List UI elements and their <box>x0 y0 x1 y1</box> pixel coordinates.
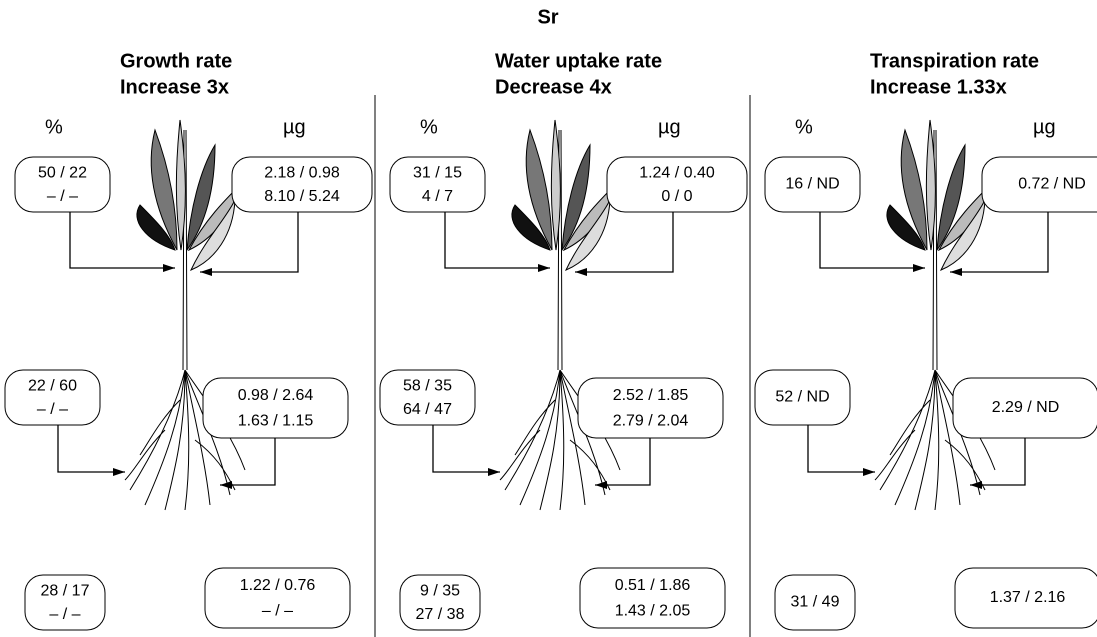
arrow <box>220 438 276 489</box>
percent-label: % <box>795 116 813 138</box>
box-text: 64 / 47 <box>403 401 452 418</box>
box-text: 2.52 / 1.85 <box>613 387 689 404</box>
value-box <box>14 156 111 213</box>
box-text: 1.43 / 2.05 <box>615 602 691 619</box>
box-text: 50 / 22 <box>38 165 87 182</box>
box-text: – / – <box>47 188 78 205</box>
value-box <box>379 369 476 426</box>
arrow <box>807 425 875 476</box>
box-text: 0.72 / ND <box>1018 176 1086 193</box>
panel-title: Growth rate <box>120 50 232 72</box>
box-text: 4 / 7 <box>422 188 453 205</box>
panel-title: Transpiration rate <box>870 50 1039 72</box>
value-box <box>24 574 106 631</box>
box-text: 27 / 38 <box>416 606 465 623</box>
value-box <box>579 567 726 629</box>
box-text: 16 / ND <box>785 176 839 193</box>
box-text: 22 / 60 <box>28 378 77 395</box>
plant <box>499 119 621 511</box>
box-text: 8.10 / 5.24 <box>264 188 340 205</box>
ug-label: µg <box>283 116 306 138</box>
arrow <box>950 212 1049 276</box>
percent-label: % <box>420 116 438 138</box>
panel-title: Increase 3x <box>120 76 229 98</box>
arrow <box>432 425 500 476</box>
arrow <box>57 425 125 476</box>
value-box <box>399 574 481 631</box>
box-text: 0.51 / 1.86 <box>615 577 691 594</box>
value-box <box>231 156 373 213</box>
value-box <box>774 574 856 631</box>
ug-label: µg <box>658 116 681 138</box>
box-text: 1.24 / 0.40 <box>639 165 715 182</box>
main-title: Sr <box>537 6 558 28</box>
value-box <box>954 567 1097 629</box>
arrow <box>970 438 1026 489</box>
box-text: – / – <box>37 401 68 418</box>
value-box <box>4 369 101 426</box>
box-text: 1.63 / 1.15 <box>238 412 314 429</box>
plant <box>124 119 246 511</box>
arrow <box>575 212 674 276</box>
box-text: 1.22 / 0.76 <box>240 577 316 594</box>
value-box <box>204 567 351 629</box>
box-text: – / – <box>49 606 80 623</box>
value-box <box>606 156 748 213</box>
arrow <box>595 438 651 489</box>
value-box <box>981 156 1097 213</box>
box-text: 31 / 15 <box>413 165 462 182</box>
panel-title: Increase 1.33x <box>870 76 1007 98</box>
panel-title: Decrease 4x <box>495 76 612 98</box>
panel-title: Water uptake rate <box>495 50 662 72</box>
box-text: 9 / 35 <box>420 583 460 600</box>
value-box <box>754 369 851 426</box>
box-text: 2.29 / ND <box>992 399 1060 416</box>
box-text: 1.37 / 2.16 <box>990 589 1066 606</box>
arrow <box>444 212 550 272</box>
box-text: 2.18 / 0.98 <box>264 165 340 182</box>
percent-label: % <box>45 116 63 138</box>
box-text: 31 / 49 <box>791 594 840 611</box>
box-text: 0 / 0 <box>661 188 692 205</box>
arrow <box>819 212 925 272</box>
box-text: – / – <box>262 602 293 619</box>
value-box <box>389 156 486 213</box>
plant <box>874 119 996 511</box>
value-box <box>764 156 861 213</box>
box-text: 58 / 35 <box>403 378 452 395</box>
arrow <box>200 212 299 276</box>
arrow <box>69 212 175 272</box>
box-text: 28 / 17 <box>41 583 90 600</box>
box-text: 2.79 / 2.04 <box>613 412 689 429</box>
box-text: 0.98 / 2.64 <box>238 387 314 404</box>
ug-label: µg <box>1033 116 1056 138</box>
box-text: 52 / ND <box>775 389 829 406</box>
